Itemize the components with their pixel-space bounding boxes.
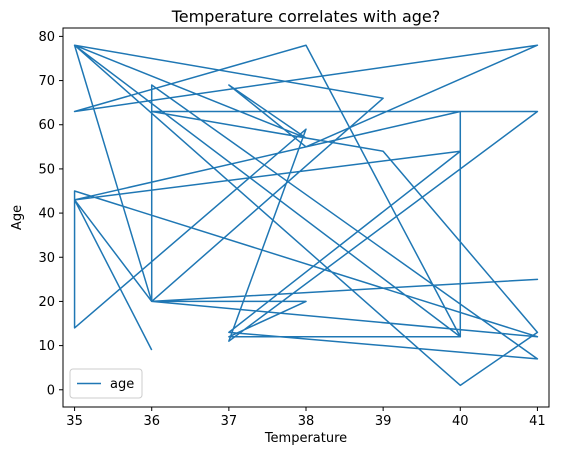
- y-tick-label: 30: [38, 251, 55, 266]
- x-tick-label: 39: [375, 414, 392, 429]
- x-tick-label: 35: [66, 414, 83, 429]
- legend: age: [69, 368, 143, 399]
- y-tick-label: 60: [38, 118, 55, 133]
- x-tick-label: 38: [298, 414, 315, 429]
- legend-frame: [69, 368, 143, 399]
- chart-title: Temperature correlates with age?: [171, 7, 441, 26]
- series-line-age: [73, 44, 539, 387]
- y-axis: 0 10 20 30 40 50 60 70 80: [38, 30, 63, 398]
- x-tick-label: 41: [529, 414, 546, 429]
- x-tick-label: 36: [143, 414, 160, 429]
- legend-label-age: age: [110, 377, 134, 392]
- y-tick-label: 50: [38, 162, 55, 177]
- y-tick-label: 40: [38, 207, 55, 222]
- y-axis-title: Age: [10, 205, 25, 230]
- y-tick-label: 10: [38, 339, 55, 354]
- y-tick-label: 70: [38, 74, 55, 89]
- y-tick-label: 0: [47, 383, 55, 398]
- x-tick-label: 40: [452, 414, 469, 429]
- x-axis: 35 36 37 38 39 40 41: [66, 407, 546, 429]
- y-tick-label: 80: [38, 30, 55, 45]
- x-tick-label: 37: [221, 414, 238, 429]
- x-axis-title: Temperature: [264, 431, 347, 446]
- y-tick-label: 20: [38, 295, 55, 310]
- plot-area: [73, 44, 539, 387]
